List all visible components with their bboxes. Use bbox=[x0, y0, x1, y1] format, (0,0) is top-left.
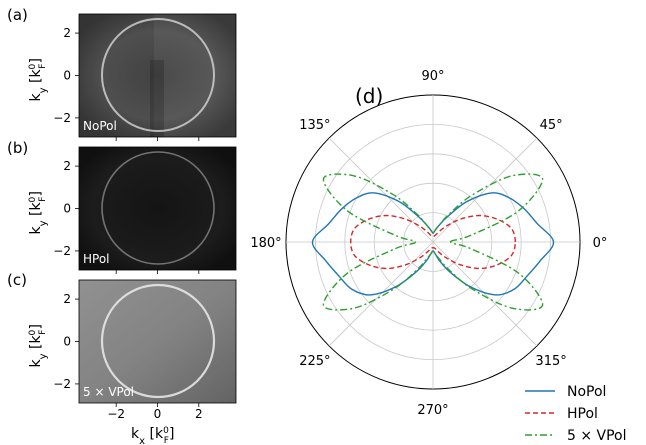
polar-angle-label: 45° bbox=[540, 118, 563, 133]
polar-angle-label: 0° bbox=[593, 236, 608, 251]
panel-b-label: HPol bbox=[83, 252, 110, 266]
y-tick-label: −2 bbox=[53, 111, 71, 125]
y-tick-label: −2 bbox=[53, 377, 71, 391]
legend-entry: HPol bbox=[567, 406, 598, 422]
polar-spoke bbox=[328, 241, 434, 347]
panel-b-fermi-ring bbox=[101, 151, 215, 265]
panel-a-label: NoPol bbox=[83, 119, 117, 133]
y-axis-label: ky [k0F] bbox=[28, 191, 49, 234]
y-axis-label: ky [k0F] bbox=[28, 324, 49, 367]
panel-a-image bbox=[79, 14, 236, 137]
y-tick-label: 0 bbox=[63, 69, 71, 83]
polar-angle-label: 225° bbox=[299, 354, 330, 369]
polar-spoke bbox=[432, 137, 538, 243]
polar-spoke bbox=[328, 137, 434, 243]
polar-chart: 0° 45° 90° 135° 180° 225° 270° 315° (d) bbox=[250, 69, 607, 418]
panel-a: (a) NoPol bbox=[7, 6, 237, 138]
y-axis-label: ky [k0F] bbox=[28, 58, 49, 101]
y-tick-label: 2 bbox=[63, 159, 71, 173]
polar-series bbox=[311, 173, 555, 311]
polar-spoke bbox=[432, 241, 538, 347]
x-axis-label: kx [k0 F] bbox=[131, 426, 174, 445]
polar-angle-label: 180° bbox=[250, 236, 281, 251]
polar-series-1-line bbox=[349, 214, 517, 270]
polar-grid bbox=[286, 95, 580, 389]
legend-entry: NoPol bbox=[567, 384, 606, 400]
panel-c-tag: (c) bbox=[7, 271, 27, 289]
panel-b-tag: (b) bbox=[7, 139, 28, 157]
panel-b: (b) HPol bbox=[7, 139, 237, 271]
x-tick-label: −2 bbox=[107, 407, 125, 421]
panel-c-label: 5 × VPol bbox=[83, 385, 134, 399]
polar-angle-label: 315° bbox=[535, 354, 566, 369]
x-tick-label: 0 bbox=[154, 407, 162, 421]
panel-c: (c) 5 × VPol bbox=[7, 271, 237, 404]
panel-b-image bbox=[79, 147, 236, 270]
panel-a-tag: (a) bbox=[7, 6, 28, 24]
y-tick-label: 2 bbox=[63, 26, 71, 40]
legend: NoPol HPol 5 × VPol bbox=[525, 384, 627, 444]
y-tick-label: 0 bbox=[63, 335, 71, 349]
polar-angle-label: 90° bbox=[421, 69, 444, 84]
polar-angle-labels: 0° 45° 90° 135° 180° 225° 270° 315° bbox=[250, 69, 607, 418]
panel-c-fermi-ring bbox=[100, 283, 216, 399]
y-tick-label: −2 bbox=[53, 244, 71, 258]
polar-series-0-line bbox=[311, 192, 555, 296]
image-panel-axes: 2 0 −2 ky [k0F] 2 0 −2 ky [k0F] 2 0 −2 ky [k0F] −2 0 2 bbox=[28, 26, 203, 421]
legend-entry: 5 × VPol bbox=[567, 428, 627, 444]
panel-a-fermi-ring bbox=[101, 18, 215, 132]
x-tick-label: 2 bbox=[195, 407, 203, 421]
polar-angle-label: 270° bbox=[417, 403, 448, 418]
y-tick-label: 0 bbox=[63, 202, 71, 216]
panel-d-tag: (d) bbox=[355, 84, 383, 108]
y-tick-label: 2 bbox=[63, 292, 71, 306]
polar-series-2-line bbox=[322, 173, 544, 311]
polar-angle-label: 135° bbox=[299, 118, 330, 133]
panel-c-image bbox=[79, 280, 236, 403]
